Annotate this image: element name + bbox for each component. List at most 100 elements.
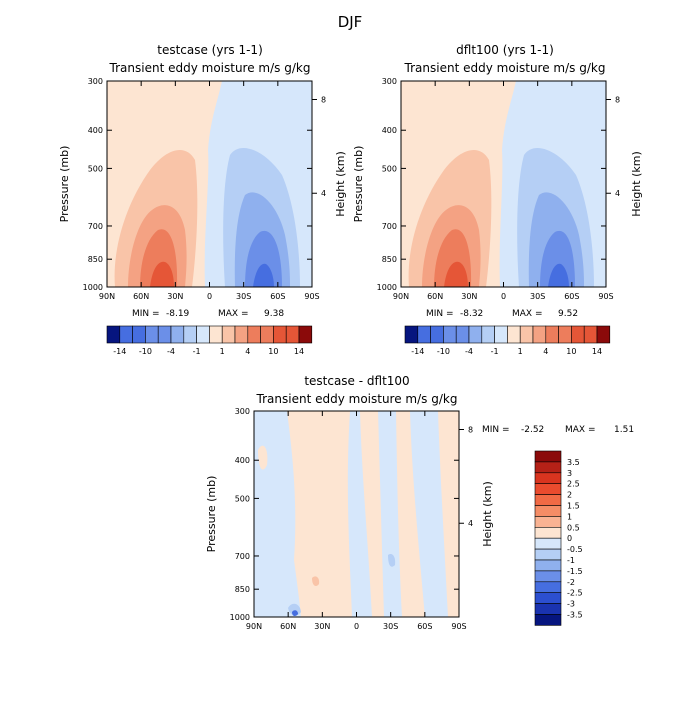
colorbar-swatch bbox=[298, 325, 313, 344]
colorbar-label: 1 bbox=[567, 512, 572, 521]
colorbar-label: -4 bbox=[167, 347, 175, 356]
min-value: -2.52 bbox=[521, 425, 544, 435]
max-label: MAX = bbox=[512, 309, 543, 319]
contour-neg-5 bbox=[253, 263, 274, 287]
colorbar-swatch bbox=[534, 570, 562, 583]
colorbar-swatch bbox=[260, 325, 274, 344]
y-tick-label: 300 bbox=[235, 407, 250, 416]
colorbar-swatch bbox=[519, 325, 534, 344]
field-negative-band bbox=[410, 411, 448, 617]
colorbar-swatch bbox=[209, 325, 223, 344]
x-tick-label: 30S bbox=[236, 292, 251, 301]
x-tick-label: 30N bbox=[167, 292, 183, 301]
y-right-tick-label: 4 bbox=[468, 519, 473, 528]
y-tick-label: 850 bbox=[88, 255, 103, 264]
colorbar-swatch bbox=[558, 325, 572, 344]
colorbar-swatch bbox=[534, 614, 562, 626]
x-tick-label: 90N bbox=[393, 292, 409, 301]
contour-field bbox=[401, 81, 606, 287]
colorbar-swatch bbox=[183, 325, 197, 344]
colorbar-label: -0.5 bbox=[567, 545, 583, 554]
y-right-axis-label: Height (km) bbox=[630, 151, 643, 217]
colorbar-label: 10 bbox=[268, 347, 278, 356]
y-tick-label: 700 bbox=[88, 222, 103, 231]
contour-neg-4 bbox=[245, 230, 282, 287]
panel-testcase: testcase (yrs 1-1) Transient eddy moistu… bbox=[58, 43, 347, 356]
figure-title: DJF bbox=[338, 13, 363, 31]
field-positive-patch bbox=[312, 576, 320, 586]
contour-field bbox=[254, 411, 459, 617]
colorbar-label: -14 bbox=[411, 347, 424, 356]
y-axis-ticks: 300 400 500 700 850 1000 bbox=[83, 77, 312, 292]
colorbar-swatch bbox=[534, 559, 562, 572]
y-tick-label: 400 bbox=[382, 126, 397, 135]
colorbar-swatch bbox=[443, 325, 457, 344]
field-negative-band bbox=[347, 411, 372, 617]
colorbar-label: -4 bbox=[465, 347, 473, 356]
colorbar-swatch bbox=[247, 325, 261, 344]
panel-subtitle: Transient eddy moisture m/s g/kg bbox=[404, 61, 606, 75]
min-label: MIN = bbox=[426, 309, 454, 319]
colorbar-swatch bbox=[534, 603, 562, 615]
colorbar-label: 14 bbox=[294, 347, 304, 356]
panel-subtitle: Transient eddy moisture m/s g/kg bbox=[109, 61, 311, 75]
y-tick-label: 850 bbox=[382, 255, 397, 264]
y-right-axis-ticks: 84 bbox=[459, 425, 473, 528]
min-value: -8.32 bbox=[460, 309, 483, 319]
colorbar-label: 2.5 bbox=[567, 480, 580, 489]
colorbar-label: 4 bbox=[245, 347, 250, 356]
x-tick-label: 90N bbox=[99, 292, 115, 301]
contour-neg-5-patch bbox=[292, 610, 298, 617]
colorbar-swatch bbox=[596, 325, 611, 344]
contour-pos-5 bbox=[444, 261, 468, 287]
x-axis-ticks: 90N 60N 30N 0 30S 60S 90S bbox=[246, 411, 467, 631]
colorbar-label: -1.5 bbox=[567, 567, 583, 576]
colorbar-label: -2.5 bbox=[567, 589, 583, 598]
y-tick-label: 1000 bbox=[230, 613, 250, 622]
field-negative-band bbox=[378, 411, 402, 617]
colorbar-vertical: 3.5 3 2.5 2 1.51 0.5 0 -0.5 -1 -1.5 -2 -2.5 -3 -3.5 bbox=[534, 450, 583, 626]
colorbar-swatch bbox=[273, 325, 287, 344]
colorbar-swatch bbox=[534, 516, 562, 528]
y-tick-label: 400 bbox=[235, 456, 250, 465]
y-axis-label: Pressure (mb) bbox=[352, 146, 365, 223]
colorbar-label: -1 bbox=[193, 347, 201, 356]
y-tick-label: 500 bbox=[382, 164, 397, 173]
max-label: MAX = bbox=[218, 309, 249, 319]
x-tick-label: 60N bbox=[133, 292, 149, 301]
y-tick-label: 300 bbox=[88, 77, 103, 86]
x-tick-label: 30S bbox=[383, 622, 398, 631]
colorbar-swatch bbox=[132, 325, 146, 344]
colorbar-label: 2 bbox=[567, 491, 572, 500]
colorbar-swatch bbox=[234, 325, 249, 344]
min-max-stats: MIN = -8.32 MAX = 9.52 bbox=[426, 309, 578, 319]
x-tick-label: 60S bbox=[270, 292, 285, 301]
y-right-tick-label: 8 bbox=[321, 95, 326, 104]
y-tick-label: 700 bbox=[382, 222, 397, 231]
colorbar-swatch bbox=[534, 483, 562, 495]
y-tick-label: 500 bbox=[88, 164, 103, 173]
y-axis-ticks: 300 400 500 700 850 1000 bbox=[230, 407, 459, 622]
x-tick-label: 90S bbox=[598, 292, 613, 301]
colorbar-label: -10 bbox=[437, 347, 450, 356]
y-right-tick-label: 8 bbox=[615, 95, 620, 104]
colorbar-label: -14 bbox=[113, 347, 126, 356]
colorbar-swatch bbox=[583, 325, 598, 344]
min-label: MIN = bbox=[482, 425, 510, 435]
y-right-tick-label: 4 bbox=[615, 189, 620, 198]
x-tick-label: 30N bbox=[314, 622, 330, 631]
colorbar-label: 3 bbox=[567, 469, 572, 478]
y-right-tick-label: 8 bbox=[468, 425, 473, 434]
colorbar-label: 1 bbox=[220, 347, 225, 356]
colorbar-swatch bbox=[534, 526, 562, 539]
colorbar-swatch bbox=[285, 325, 300, 344]
colorbar-label: 0.5 bbox=[567, 523, 580, 532]
colorbar-label: -1 bbox=[567, 556, 575, 565]
min-label: MIN = bbox=[132, 309, 160, 319]
min-max-stats: MIN = -2.52 MAX = 1.51 bbox=[482, 425, 634, 435]
colorbar-label: -10 bbox=[139, 347, 152, 356]
colorbar-swatch bbox=[534, 494, 562, 506]
colorbar-swatch bbox=[494, 325, 508, 344]
panel-title: testcase - dflt100 bbox=[304, 374, 409, 388]
colorbar-swatch bbox=[534, 505, 562, 517]
